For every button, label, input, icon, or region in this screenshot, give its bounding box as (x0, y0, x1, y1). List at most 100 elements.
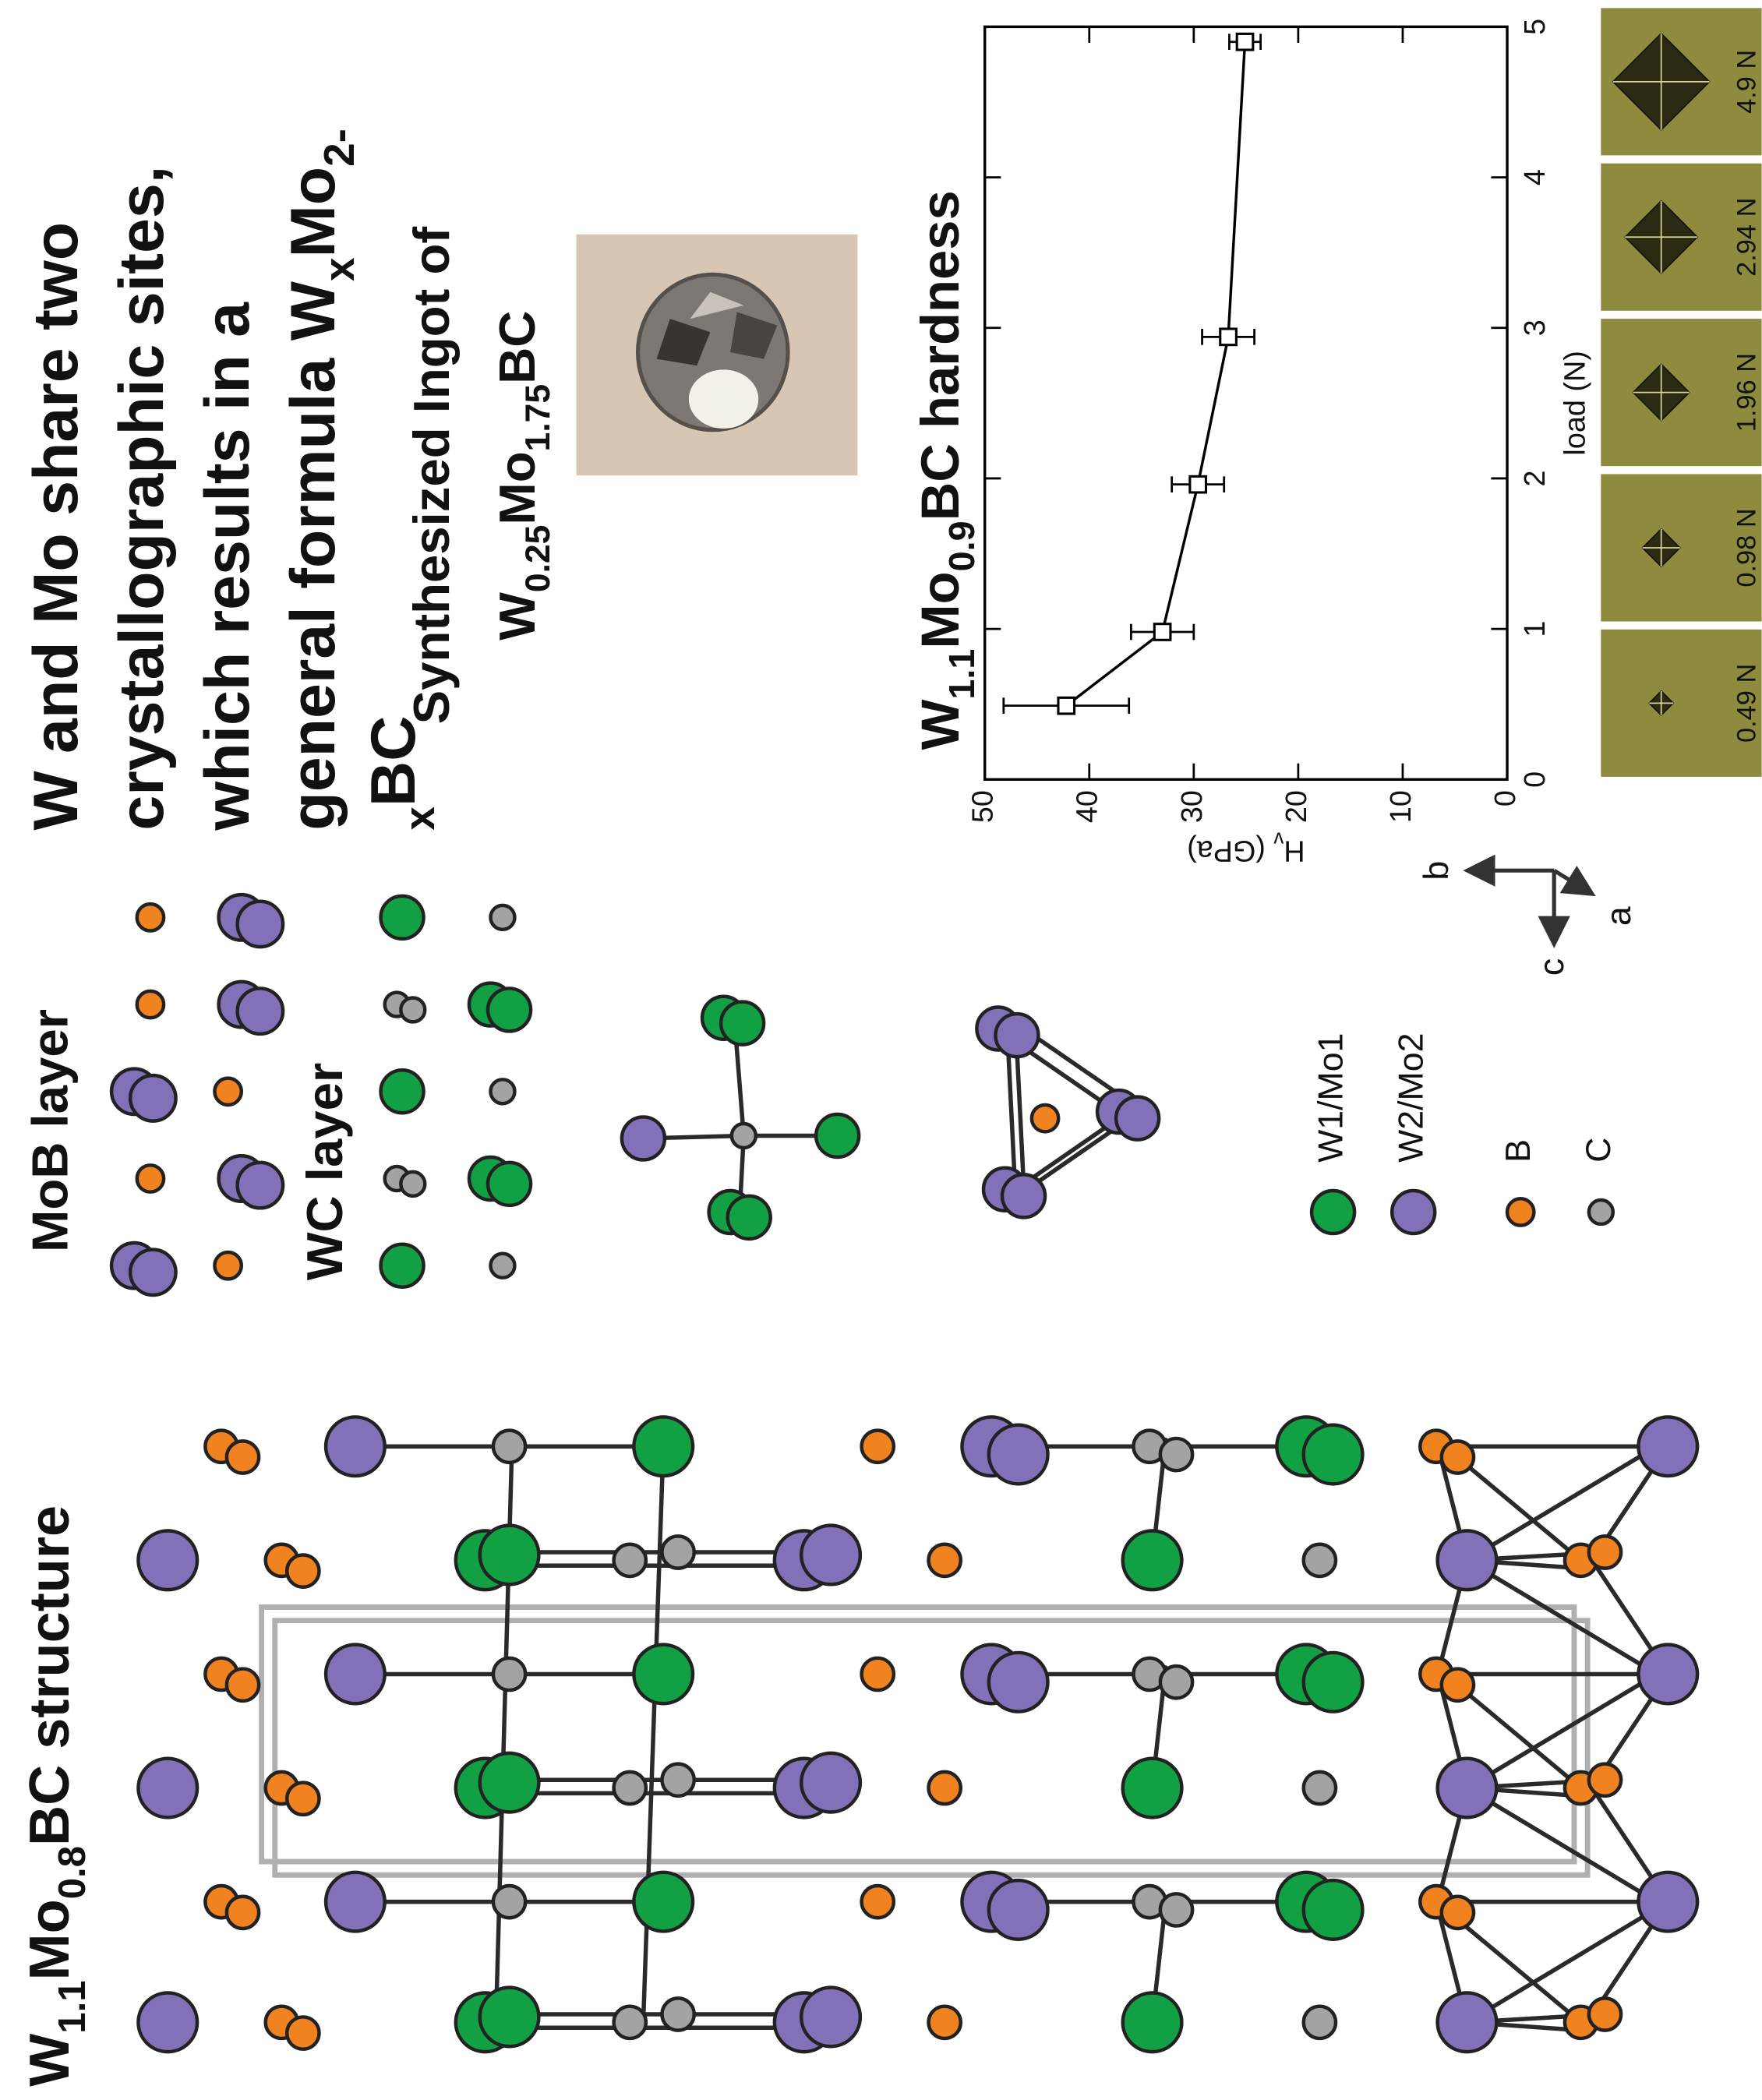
atom (493, 1658, 525, 1690)
description-line-part: BC (358, 715, 429, 806)
figure: W1.1Mo0.8BC structureMoB layerWC layerW1… (0, 0, 1762, 2100)
atom (493, 1431, 525, 1463)
atom-circle (238, 1163, 283, 1208)
atom-circle (614, 1772, 646, 1804)
legend-label: W1/Mo1 (1312, 1033, 1350, 1163)
atom-circle (1160, 1666, 1192, 1698)
atom (493, 1886, 525, 1918)
atom-circle (634, 1872, 693, 1932)
atom-circle (138, 1759, 197, 1818)
atom-circle (1442, 1441, 1474, 1473)
atom-circle (662, 1536, 694, 1568)
atom-circle (1438, 1993, 1497, 2052)
y-tick-label: 30 (1176, 790, 1209, 823)
atom-circle (929, 1772, 961, 1804)
atom-circle (862, 1886, 894, 1918)
atom-circle (1589, 1764, 1621, 1796)
atom (732, 1124, 756, 1148)
atom-circle (480, 1753, 539, 1812)
data-point (1237, 34, 1253, 50)
atom-circle (214, 1078, 241, 1105)
atom-circle (721, 1002, 764, 1045)
description-line-part: Mo (278, 167, 348, 258)
atom-circle (493, 1886, 525, 1918)
data-point (1190, 476, 1206, 492)
atom-circle (1160, 1438, 1192, 1470)
atom-circle (137, 904, 164, 930)
data-point (1058, 697, 1075, 714)
atom-circle (989, 1880, 1048, 1939)
atom-circle (227, 1669, 259, 1701)
atom-circle (1438, 1531, 1497, 1590)
chart-title-part: 0.9 (941, 521, 982, 571)
atom-circle (381, 896, 424, 939)
atom (469, 983, 531, 1032)
atom-circle (1638, 1645, 1697, 1704)
y-axis-label-part: (GPa) (1187, 835, 1273, 867)
atom (1312, 1191, 1354, 1234)
atom-circle (801, 1988, 860, 2047)
x-tick-label: 5 (1519, 19, 1552, 35)
atom (137, 1165, 164, 1191)
atom (326, 1872, 385, 1932)
structure-title-part: 0.8 (51, 1846, 94, 1899)
atom-circle (138, 1531, 197, 1590)
ingot-caption-part: 0.25 (519, 525, 557, 592)
page: { "structure_panel": { "title": [{"text"… (0, 0, 1762, 2100)
atom (634, 1645, 693, 1704)
structure-title-part: BC structure (19, 1505, 81, 1846)
atom-circle (401, 997, 425, 1022)
description-line-part: 2- (314, 129, 362, 167)
atom (929, 2006, 961, 2038)
description-line-part: x (394, 806, 443, 831)
atom-circle (1123, 1531, 1182, 1590)
atom (634, 1417, 693, 1476)
atom (634, 1872, 693, 1932)
atom (1032, 1105, 1058, 1131)
axis-letter: c (1533, 958, 1571, 976)
atom (214, 1252, 241, 1279)
legend-label: B (1499, 1139, 1538, 1163)
atom (326, 1645, 385, 1704)
y-tick-label: 10 (1385, 790, 1418, 823)
atom-circle (662, 1764, 694, 1796)
atom (456, 1526, 539, 1590)
atom (138, 1759, 197, 1818)
atom-circle (287, 2017, 319, 2049)
atom-circle (1312, 1191, 1354, 1234)
atom-circle (929, 2006, 961, 2038)
atom-circle (326, 1417, 385, 1476)
y-tick-label: 0 (1489, 790, 1522, 806)
atom (1438, 1993, 1497, 2052)
atom (862, 1658, 894, 1690)
description-line: W and Mo share two (21, 222, 91, 831)
y-tick-label: 40 (1072, 790, 1104, 823)
x-tick-label: 0 (1519, 771, 1552, 788)
atom (702, 997, 764, 1045)
atom (137, 991, 164, 1018)
atom-circle (801, 1753, 860, 1812)
atom (775, 1526, 860, 1590)
atom (929, 1772, 961, 1804)
atom-circle (622, 1117, 665, 1159)
axis-letter: a (1600, 906, 1638, 926)
atom-circle (287, 1783, 319, 1815)
atom-circle (816, 1114, 859, 1157)
y-tick-label: 50 (967, 790, 1000, 823)
atom-circle (490, 1079, 514, 1103)
atom-circle (490, 905, 514, 930)
atom (456, 1753, 539, 1818)
atom-circle (862, 1431, 894, 1463)
atom (1304, 1772, 1336, 1804)
atom (381, 896, 424, 939)
description-line-part: general formula W (278, 281, 348, 830)
atom (138, 1531, 197, 1590)
atom-circle (995, 1014, 1038, 1057)
atom-circle (490, 1254, 514, 1278)
atom (929, 1544, 961, 1576)
atom-circle (1032, 1105, 1058, 1131)
atom-circle (238, 988, 283, 1033)
description-line: crystallographic sites, (107, 166, 177, 831)
atom-circle (137, 991, 164, 1018)
atom-circle (1304, 1544, 1336, 1576)
